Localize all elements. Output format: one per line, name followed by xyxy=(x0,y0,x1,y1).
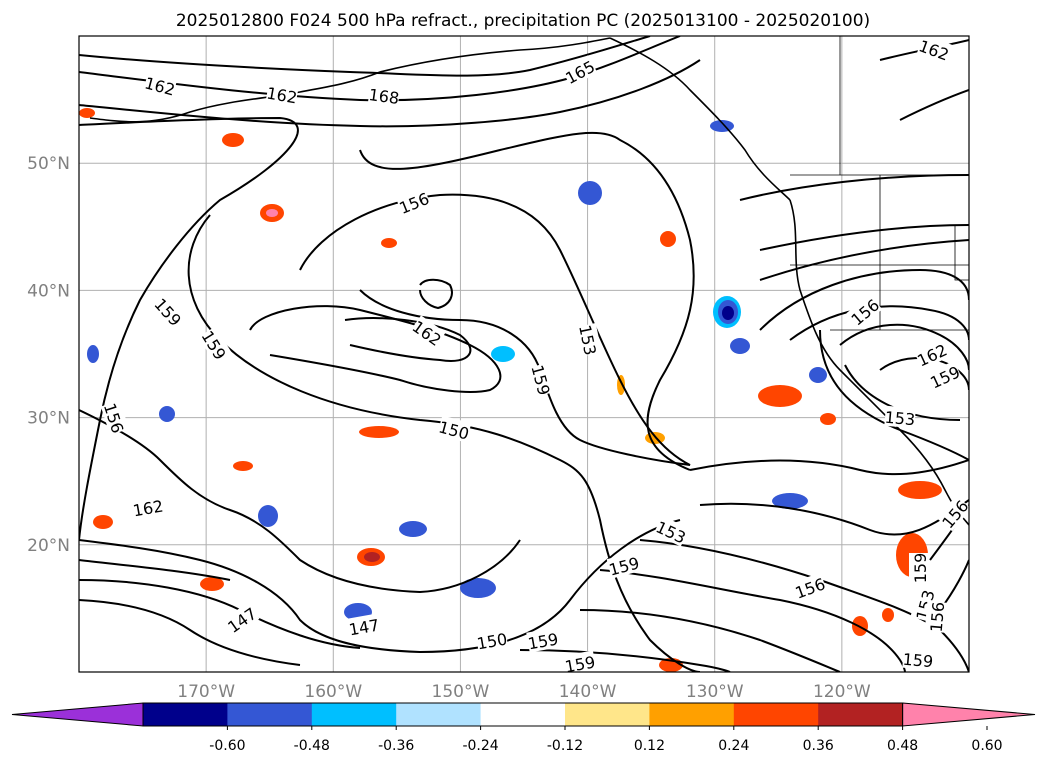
map-frame xyxy=(78,35,970,673)
lat-tick-label: 40°N xyxy=(27,281,70,301)
lon-tick-label: 120°W xyxy=(813,682,871,702)
contour-label: 159 xyxy=(902,650,934,672)
lon-tick-label: 130°W xyxy=(686,682,744,702)
lat-tick-label: 50°N xyxy=(27,154,70,174)
colorbar-tick-label: -0.48 xyxy=(294,738,330,754)
contour-label: 159 xyxy=(563,652,596,676)
coastlines xyxy=(89,37,969,526)
colorbar-tick-label: 0.24 xyxy=(718,738,749,754)
colorbar-extend-low xyxy=(11,702,144,727)
map-area: 162 162 1681651621561591591561621531591501… xyxy=(78,34,972,677)
colorbar-tick-label: -0.12 xyxy=(547,738,583,754)
colorbar-segment xyxy=(396,703,482,726)
colorbar-segment xyxy=(565,703,650,726)
colorbar-frame xyxy=(142,702,904,727)
colorbar-tick-label: 0.12 xyxy=(634,738,665,754)
colorbar-tick-label: -0.60 xyxy=(209,738,245,754)
lat-tick-label: 20°N xyxy=(27,536,70,556)
contour-label: 168 xyxy=(367,85,400,108)
political-borders xyxy=(790,36,969,331)
lon-tick-label: 140°W xyxy=(559,682,617,702)
colorbar-segment xyxy=(818,703,904,726)
colorbar: -0.60 -0.48 -0.36 -0.24 -0.12 0.12 0.24 0.36 0.4… xyxy=(11,702,1036,754)
colorbar-segment xyxy=(480,703,566,726)
lon-tick-label: 150°W xyxy=(432,682,490,702)
colorbar-tick-label: 0.60 xyxy=(971,738,1002,754)
colorbar-tick-label: 0.48 xyxy=(887,738,918,754)
colorbar-tick-label: -0.24 xyxy=(462,738,498,754)
colorbar-tick-label: 0.36 xyxy=(803,738,834,754)
colorbar-extend-high xyxy=(902,702,1036,727)
latitude-tick-labels: 50°N 40°N 30°N 20°N xyxy=(27,154,70,556)
lon-tick-label: 170°W xyxy=(177,682,235,702)
contour-label: 153 xyxy=(884,408,916,430)
map-title: 2025012800 F024 500 hPa refract., precip… xyxy=(176,11,870,31)
colorbar-segment xyxy=(227,703,313,726)
colorbar-segment xyxy=(649,703,735,726)
lat-tick-label: 30°N xyxy=(27,409,70,429)
longitude-tick-labels: 170°W 160°W 150°W 140°W 130°W 120°W xyxy=(177,682,871,702)
colorbar-tick-label: -0.36 xyxy=(378,738,414,754)
colorbar-segment xyxy=(143,703,228,726)
colorbar-segment xyxy=(733,703,819,726)
lon-tick-label: 160°W xyxy=(304,682,362,702)
contour-label: 156 xyxy=(927,601,949,633)
graticule xyxy=(79,36,969,672)
colorbar-segment xyxy=(311,703,397,726)
contour-label: 159 xyxy=(911,553,930,584)
